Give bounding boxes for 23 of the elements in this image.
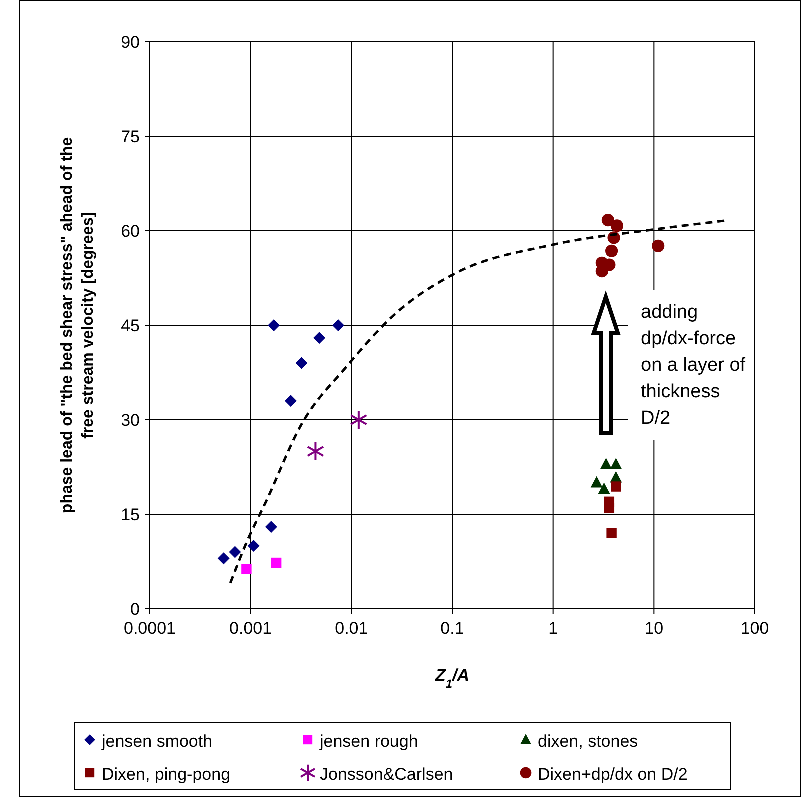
x-tick-label: 0.001 [230,619,272,638]
x-tick-label: 1 [548,619,558,638]
legend-label: Dixen, ping-pong [102,765,231,784]
y-tick-label: 0 [130,600,140,619]
y-tick-label: 60 [121,222,140,241]
legend-label: Jonsson&Carlsen [320,765,454,784]
x-tick-label: 10 [644,619,664,638]
legend-label: jensen smooth [101,732,213,751]
y-tick-label: 75 [121,128,140,146]
legend-label: dixen, stones [538,732,638,751]
annotation: adding dp/dx-force on a layer of thickness D/2 [641,302,746,429]
y-tick-label: 90 [121,33,140,52]
x-tick-label: 100 [740,619,770,638]
x-tick-label: 0.01 [335,619,368,638]
y-tick-label: 30 [121,411,140,430]
y-tick-label: 45 [121,316,140,336]
x-tick-label: 0.1 [440,619,464,638]
y-axis-title: phase lead of "the bed shear stress" ahead of the free stream velocity [degrees] [59,137,97,514]
x-axis-title: Z$_{1}$/A [434,666,470,691]
legend-label: Dixen+dp/dx on D/2 [538,765,688,784]
legend-label: jensen rough [319,732,418,751]
y-tick-label: 15 [121,506,140,524]
x-tick-label: 0.0001 [124,619,176,638]
